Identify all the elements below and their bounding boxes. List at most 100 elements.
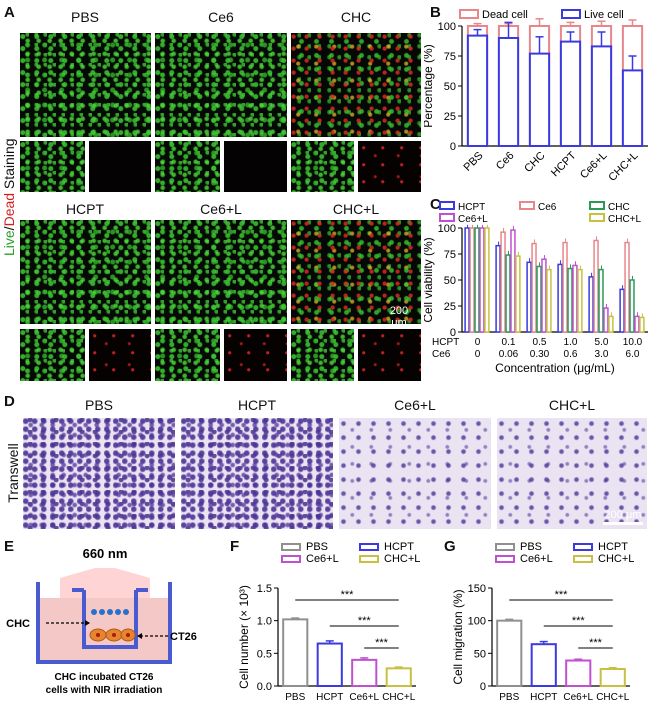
ct26-cells: [89, 628, 136, 642]
bar-CHC: [505, 254, 511, 333]
scalebar-d: 200 μm: [603, 509, 643, 525]
y-tick-label: 0.0: [257, 681, 272, 693]
x-tick-label: PBS: [462, 150, 486, 174]
legend-swatch: [281, 543, 301, 551]
panel-e-label: E: [4, 538, 15, 555]
bar-Ce6+L: [479, 227, 485, 333]
micrograph-ce6l: [155, 220, 287, 324]
x-tick-label: CHC+L: [606, 150, 640, 184]
y-tick-label: 0: [450, 327, 456, 339]
bar-HCPT: [495, 244, 501, 333]
panel-c-label: C: [430, 196, 441, 213]
bar-CHC: [474, 227, 480, 333]
panel-a-ylabel: Live/Dead Staining: [1, 138, 17, 256]
y-tick-label: 1.0: [257, 616, 272, 628]
legend-label: Ce6+L: [520, 553, 553, 565]
bar-CHC+L: [639, 316, 645, 333]
y-tick-label: 0: [480, 681, 486, 693]
bar-PBS: [282, 618, 309, 687]
legend-swatch: [573, 555, 593, 563]
panel-e-schematic: 660 nm CHC CT26 CHC incubated CT26 cells…: [6, 546, 197, 696]
bar-CHC: [536, 265, 542, 333]
chart-f: 0.0 0.5 1.0 1.5 Cell number (× 10³) PBS HCPT Ce…: [237, 541, 420, 703]
micrograph-ce6-dead: [224, 141, 287, 192]
micrograph-ce6l-live: [155, 329, 220, 381]
bar-live-cell: [559, 40, 582, 147]
transwell-ce6l: [339, 418, 491, 529]
row-value: 0.5: [533, 337, 547, 348]
bar-CHC+L: [484, 227, 490, 333]
micrograph-chcl-live: [291, 329, 354, 381]
bar-Ce6+L: [572, 264, 578, 333]
y-tick-label: 100: [438, 21, 456, 33]
y-tick-label: 1.5: [257, 583, 272, 595]
panel-b-label: B: [430, 4, 441, 21]
legend-swatch: [359, 543, 379, 551]
scalebar-d-label: 200 μm: [604, 509, 642, 521]
y-tick-label: 50: [444, 81, 456, 93]
row-label: HCPT: [432, 337, 459, 348]
legend-label: Ce6+L: [306, 553, 339, 565]
micrograph-pbs: [20, 33, 151, 137]
legend-label: HCPT: [384, 541, 414, 553]
bar-HCPT: [588, 276, 594, 333]
x-tick-label: Ce6+L: [563, 692, 593, 703]
legend-label: HCPT: [598, 541, 628, 553]
panel-f-label: F: [230, 538, 240, 555]
transwell-hcpt: [181, 418, 333, 529]
panel-a-title-ce6: Ce6: [208, 9, 234, 25]
micrograph-hcpt: [20, 220, 151, 324]
bar-CHC: [598, 268, 604, 333]
legend-swatch: [281, 555, 301, 563]
legend-swatch: [495, 555, 515, 563]
x-tick-label: HCPT: [530, 692, 557, 703]
legend-label: CHC: [608, 202, 630, 213]
legend-label-dead: Dead cell: [482, 9, 528, 21]
panel-a-title-chcl: CHC+L: [332, 201, 380, 217]
x-tick-label: Ce6: [494, 150, 517, 173]
legend-label: HCPT: [458, 202, 485, 213]
bar-HCPT: [619, 288, 625, 333]
bar-Ce6: [593, 239, 599, 333]
bar-CHC: [629, 279, 635, 333]
caption-line1: CHC incubated CT26: [55, 672, 154, 683]
legend-swatch-live: [561, 9, 581, 19]
micrograph-ce6-live: [155, 141, 220, 192]
row-value: 1.0: [564, 337, 578, 348]
x-axis-label: Concentration (μg/mL): [495, 361, 615, 375]
row-value: 0: [475, 349, 481, 360]
legend-label-live: Live cell: [584, 9, 624, 21]
bar-CHC+L: [385, 667, 412, 687]
x-tick-label: CHC: [522, 150, 547, 175]
legend-label: CHC+L: [598, 553, 634, 565]
ylabel-sep: /: [1, 226, 17, 231]
significance-label: ***: [589, 637, 603, 649]
laser-wavelength-label: 660 nm: [83, 546, 128, 561]
scalebar-a-label: 200 μm: [389, 305, 409, 329]
y-tick-label: 50: [444, 275, 456, 287]
legend-label: PBS: [520, 541, 542, 553]
bar-Ce6: [624, 241, 630, 333]
row-value: 0.1: [502, 337, 516, 348]
legend-swatch: [573, 543, 593, 551]
micrograph-chcl-dead: [358, 329, 421, 381]
bar-CHC+L: [515, 255, 521, 333]
legend-label: Ce6+L: [458, 214, 488, 225]
bar-HCPT: [557, 263, 563, 333]
transwell-insert: [82, 590, 138, 649]
x-tick-label: CHC+L: [382, 692, 416, 703]
y-tick-label: 150: [468, 583, 486, 595]
bar-Ce6: [562, 241, 568, 333]
scalebar-d-bar: [603, 522, 643, 525]
panel-d-label: D: [4, 393, 15, 410]
row-value: 0.06: [499, 349, 519, 360]
bar-HCPT: [530, 643, 557, 687]
well-medium: [38, 598, 170, 662]
legend-swatch: [439, 213, 455, 222]
significance-label: ***: [358, 615, 372, 627]
panel-a-title-pbs: PBS: [70, 9, 99, 25]
legend-swatch: [495, 543, 515, 551]
